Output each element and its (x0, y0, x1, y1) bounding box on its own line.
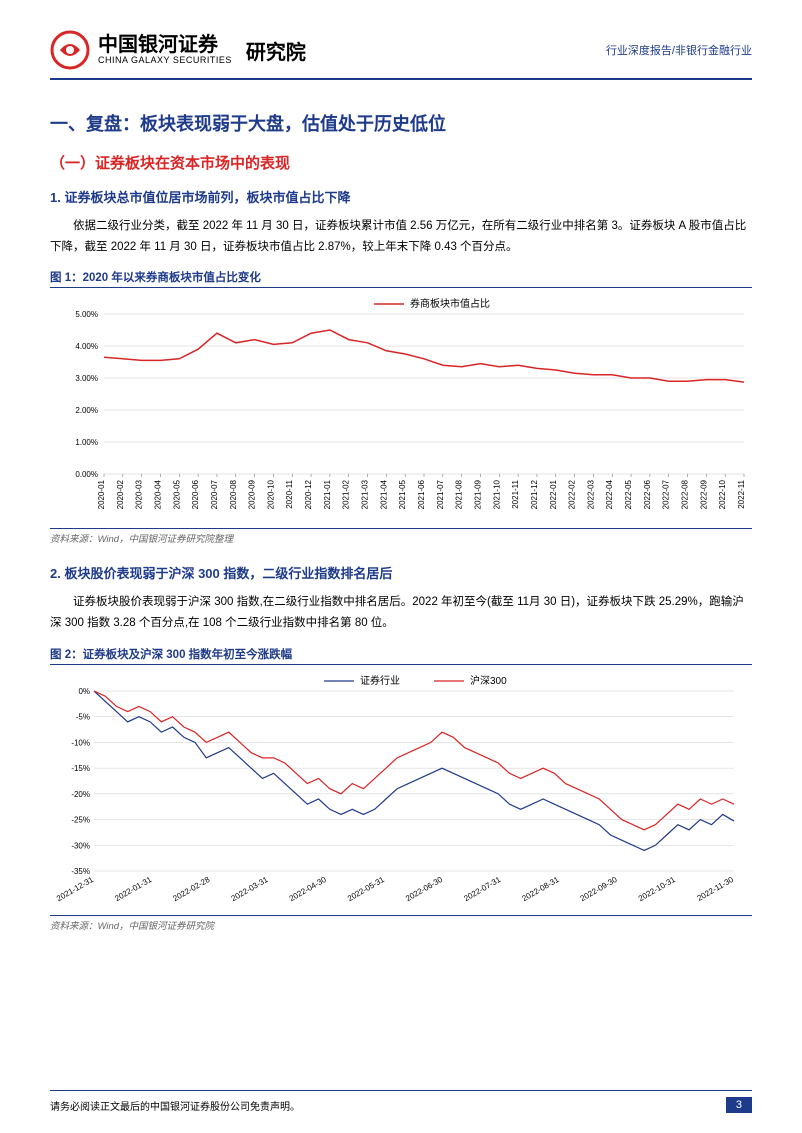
svg-text:2022-11-30: 2022-11-30 (696, 874, 736, 902)
svg-text:2022-06-30: 2022-06-30 (404, 874, 444, 903)
svg-text:2021-02: 2021-02 (342, 480, 351, 510)
company-name-en: CHINA GALAXY SECURITIES (98, 55, 232, 65)
svg-text:-35%: -35% (71, 867, 90, 876)
svg-text:-15%: -15% (71, 764, 90, 773)
svg-text:2022-02: 2022-02 (568, 480, 577, 510)
svg-text:2022-07: 2022-07 (662, 480, 671, 510)
svg-text:2021-11: 2021-11 (511, 480, 520, 509)
svg-text:2021-04: 2021-04 (379, 480, 388, 510)
disclaimer-text: 请务必阅读正文最后的中国银河证券股份公司免责声明。 (50, 1098, 300, 1113)
logo-block: 中国银河证券 CHINA GALAXY SECURITIES 研究院 (50, 30, 306, 70)
company-name-cn: 中国银河证券 (98, 35, 232, 55)
svg-text:2022-09: 2022-09 (699, 480, 708, 510)
svg-text:2021-07: 2021-07 (436, 480, 445, 510)
svg-text:2021-01: 2021-01 (323, 480, 332, 510)
svg-text:2021-12: 2021-12 (530, 480, 539, 510)
svg-text:2021-10: 2021-10 (492, 480, 501, 510)
svg-text:2020-06: 2020-06 (191, 480, 200, 510)
page-header: 中国银河证券 CHINA GALAXY SECURITIES 研究院 行业深度报… (50, 30, 752, 80)
svg-text:2022-08: 2022-08 (681, 480, 690, 510)
figure-1-source: 资料来源：Wind，中国银河证券研究院整理 (50, 531, 752, 545)
svg-text:2020-03: 2020-03 (135, 480, 144, 510)
svg-text:2021-08: 2021-08 (455, 480, 464, 510)
svg-text:2021-09: 2021-09 (473, 480, 482, 510)
svg-text:2.00%: 2.00% (75, 406, 98, 415)
svg-text:2022-11: 2022-11 (737, 480, 746, 509)
svg-text:2020-01: 2020-01 (97, 480, 106, 510)
svg-text:-30%: -30% (71, 841, 90, 850)
page-footer: 请务必阅读正文最后的中国银河证券股份公司免责声明。 3 (50, 1090, 752, 1113)
svg-text:2020-09: 2020-09 (248, 480, 257, 510)
galaxy-logo-icon (50, 30, 90, 70)
heading-2: （一）证券板块在资本市场中的表现 (50, 152, 752, 173)
svg-text:2022-04: 2022-04 (605, 480, 614, 510)
svg-text:2021-12-31: 2021-12-31 (55, 874, 95, 903)
figure-2-source: 资料来源：Wind，中国银河证券研究院 (50, 918, 752, 932)
svg-text:券商板块市值占比: 券商板块市值占比 (410, 297, 490, 310)
svg-text:1.00%: 1.00% (75, 438, 98, 447)
svg-text:2022-02-28: 2022-02-28 (171, 874, 211, 903)
svg-text:0%: 0% (78, 687, 90, 696)
svg-text:3.00%: 3.00% (75, 374, 98, 383)
heading-1: 一、复盘：板块表现弱于大盘，估值处于历史低位 (50, 110, 752, 136)
svg-text:-25%: -25% (71, 815, 90, 824)
svg-text:2021-03: 2021-03 (361, 480, 370, 510)
svg-text:2021-05: 2021-05 (398, 480, 407, 510)
page-number: 3 (726, 1097, 752, 1113)
svg-text:2022-05-31: 2022-05-31 (346, 874, 386, 903)
svg-text:4.00%: 4.00% (75, 342, 98, 351)
svg-text:2020-08: 2020-08 (229, 480, 238, 510)
svg-text:2020-02: 2020-02 (116, 480, 125, 510)
heading-3b: 2. 板块股价表现弱于沪深 300 指数，二级行业指数排名居后 (50, 563, 752, 582)
svg-text:2022-07-31: 2022-07-31 (462, 874, 502, 903)
svg-text:2022-09-30: 2022-09-30 (579, 874, 619, 903)
svg-text:2022-06: 2022-06 (643, 480, 652, 510)
report-category: 行业深度报告/非银行金融行业 (606, 42, 752, 58)
paragraph-2: 证券板块股价表现弱于沪深 300 指数,在二级行业指数中排名居后。2022 年初… (50, 592, 752, 633)
svg-text:2020-12: 2020-12 (304, 480, 313, 510)
svg-text:2022-10-31: 2022-10-31 (637, 874, 677, 903)
svg-text:0.00%: 0.00% (75, 470, 98, 479)
svg-text:2022-03-31: 2022-03-31 (230, 874, 270, 903)
svg-text:2022-05: 2022-05 (624, 480, 633, 510)
svg-text:5.00%: 5.00% (75, 310, 98, 319)
dept-name: 研究院 (246, 36, 306, 65)
svg-text:2022-04-30: 2022-04-30 (288, 874, 328, 903)
svg-text:2020-10: 2020-10 (266, 480, 275, 510)
svg-text:-5%: -5% (76, 712, 90, 721)
chart-2: 证券行业 沪深300 -35% -30% -25% -20% -15% -10% -5% 0% 20… (54, 671, 744, 911)
chart-1: 券商板块市值占比 0.00% 1.00% 2.00% 3.00% 4.00% 5.00% 20… (54, 294, 754, 524)
svg-text:证券行业: 证券行业 (360, 674, 400, 687)
heading-3a: 1. 证券板块总市值位居市场前列，板块市值占比下降 (50, 187, 752, 206)
figure-1-box: 券商板块市值占比 0.00% 1.00% 2.00% 3.00% 4.00% 5.00% 20… (50, 287, 752, 529)
svg-text:2020-04: 2020-04 (153, 480, 162, 510)
svg-text:-10%: -10% (71, 738, 90, 747)
figure-1-title: 图 1：2020 年以来券商板块市值占比变化 (50, 269, 752, 285)
svg-text:沪深300: 沪深300 (470, 674, 507, 687)
svg-text:2020-05: 2020-05 (172, 480, 181, 510)
svg-text:2021-06: 2021-06 (417, 480, 426, 510)
svg-text:2020-11: 2020-11 (285, 480, 294, 509)
svg-text:2022-08-31: 2022-08-31 (521, 874, 561, 903)
svg-text:2022-03: 2022-03 (586, 480, 595, 510)
paragraph-1: 依据二级行业分类，截至 2022 年 11 月 30 日，证券板块累计市值 2.… (50, 216, 752, 257)
svg-text:2022-01: 2022-01 (549, 480, 558, 510)
figure-2-box: 证券行业 沪深300 -35% -30% -25% -20% -15% -10% -5% 0% 20… (50, 664, 752, 916)
figure-2-title: 图 2：证券板块及沪深 300 指数年初至今涨跌幅 (50, 646, 752, 662)
svg-text:-20%: -20% (71, 790, 90, 799)
svg-text:2022-01-31: 2022-01-31 (113, 874, 153, 903)
svg-text:2020-07: 2020-07 (210, 480, 219, 510)
svg-text:2022-10: 2022-10 (718, 480, 727, 510)
